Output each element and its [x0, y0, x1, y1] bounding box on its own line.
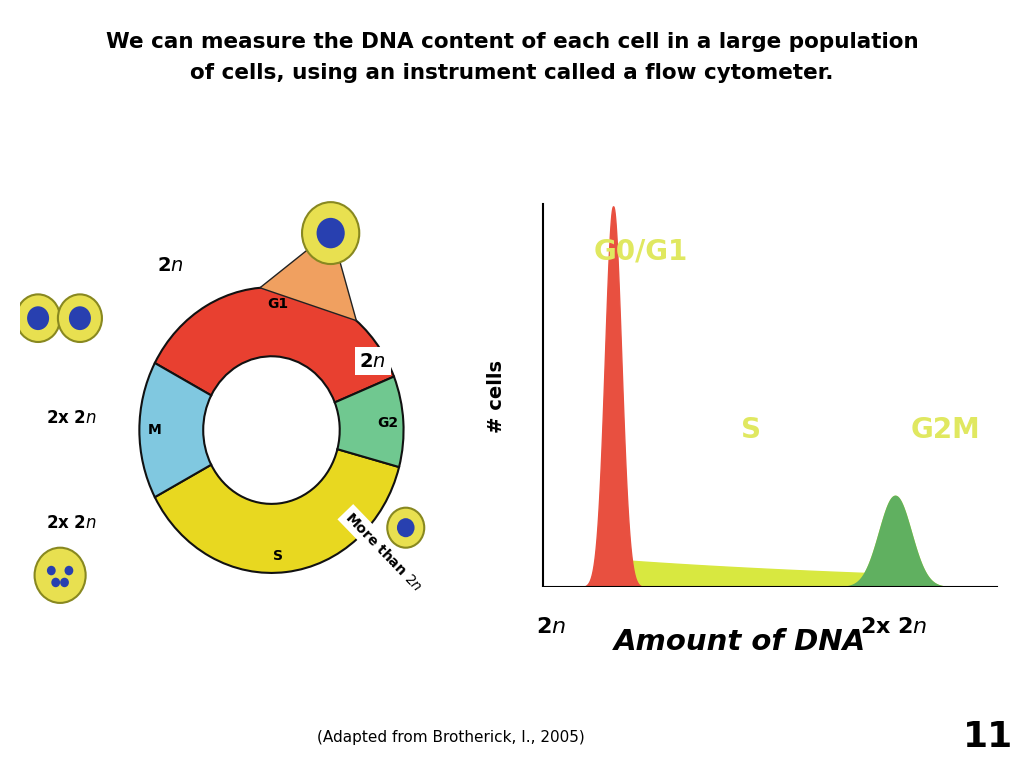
Circle shape	[69, 306, 91, 330]
Circle shape	[60, 578, 69, 588]
Text: G0/G1: G0/G1	[594, 237, 688, 266]
Polygon shape	[260, 231, 356, 321]
Text: S: S	[272, 549, 283, 563]
Circle shape	[58, 294, 102, 342]
Text: (Adapted from Brotherick, I., 2005): (Adapted from Brotherick, I., 2005)	[316, 730, 585, 745]
Circle shape	[27, 306, 49, 330]
Circle shape	[16, 294, 60, 342]
Circle shape	[35, 548, 86, 603]
Circle shape	[47, 566, 55, 575]
Text: $\mathbf{2x\ 2}n$: $\mathbf{2x\ 2}n$	[860, 617, 927, 637]
Wedge shape	[139, 363, 211, 497]
Text: $\mathbf{2}n$: $\mathbf{2}n$	[157, 257, 183, 275]
Text: Amount of DNA: Amount of DNA	[613, 628, 866, 656]
Text: $\mathbf{2}n$: $\mathbf{2}n$	[359, 352, 386, 370]
Text: More than $2n$: More than $2n$	[342, 509, 425, 594]
Circle shape	[51, 578, 60, 588]
Text: G0: G0	[361, 222, 381, 235]
Text: We can measure the DNA content of each cell in a large population: We can measure the DNA content of each c…	[105, 32, 919, 52]
Text: $\mathbf{2}n$: $\mathbf{2}n$	[536, 617, 566, 637]
Text: M: M	[147, 423, 162, 437]
Wedge shape	[155, 287, 394, 402]
Text: 11: 11	[963, 720, 1014, 754]
Text: $\mathbf{2x\ 2}n$: $\mathbf{2x\ 2}n$	[46, 409, 96, 427]
FancyBboxPatch shape	[466, 588, 1014, 668]
Circle shape	[302, 202, 359, 264]
Text: of cells, using an instrument called a flow cytometer.: of cells, using an instrument called a f…	[190, 63, 834, 83]
Circle shape	[316, 218, 345, 248]
Circle shape	[65, 566, 74, 575]
Wedge shape	[155, 449, 399, 573]
Text: G1: G1	[267, 297, 288, 311]
Text: $\mathbf{2x\ 2}n$: $\mathbf{2x\ 2}n$	[46, 514, 96, 532]
Circle shape	[397, 518, 415, 538]
Text: # cells: # cells	[486, 360, 506, 433]
Wedge shape	[335, 376, 403, 467]
Text: S: S	[740, 416, 761, 444]
Text: G2M: G2M	[910, 416, 980, 444]
Circle shape	[387, 508, 424, 548]
Text: G2: G2	[378, 416, 398, 431]
